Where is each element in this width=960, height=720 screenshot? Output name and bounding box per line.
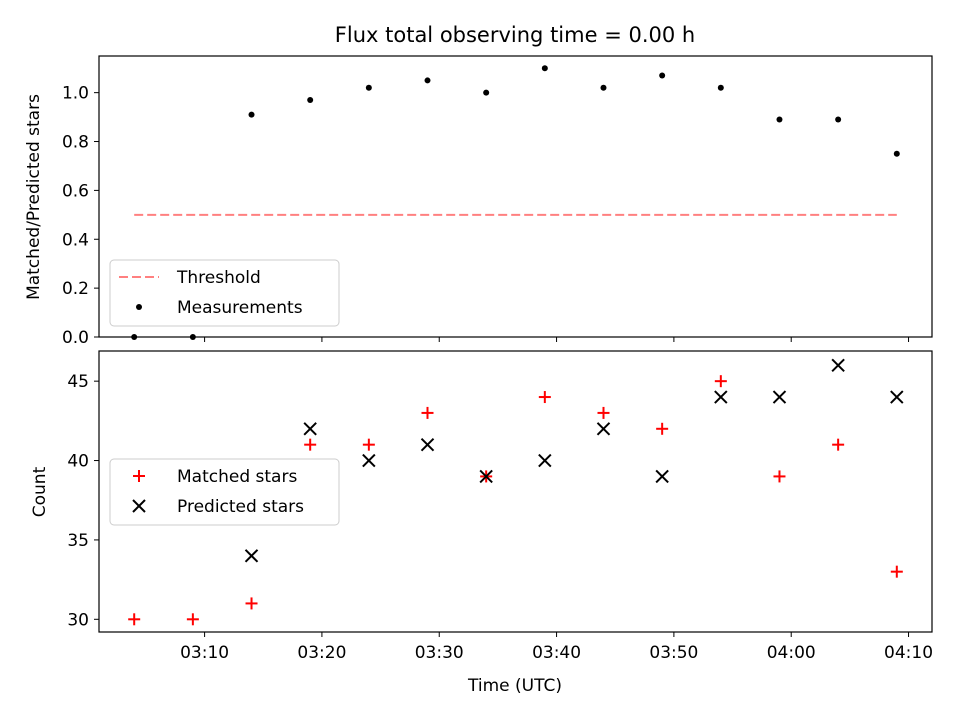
bottom-chart-y-tick-label: 35 (67, 531, 89, 551)
bottom-chart-y-tick-label: 30 (67, 610, 89, 630)
top-chart-frame (98, 55, 933, 338)
x-tick-label: 03:40 (532, 643, 581, 663)
top-chart-series-measurements (131, 65, 900, 340)
top-chart-y-tick-label: 0.4 (62, 230, 89, 250)
x-tick-label: 03:30 (415, 643, 464, 663)
legend-label: Predicted stars (177, 497, 304, 517)
matched-star-marker (128, 613, 141, 626)
bottom-chart: 03:10 03:20 03:30 03:40 03:50 04:00 04:10 30 35 4… (67, 350, 933, 663)
x-tick-label: 04:00 (767, 643, 816, 663)
measurement-point (483, 89, 490, 96)
bottom-chart-legend: Matched stars Predicted stars (109, 458, 340, 526)
predicted-star-marker-b (890, 390, 904, 404)
predicted-star-marker-b (244, 549, 259, 563)
measurement-point (600, 84, 607, 91)
predicted-star-marker-b (714, 390, 728, 404)
measurement-point (541, 65, 548, 72)
matched-star-marker (597, 406, 610, 419)
matched-star-marker (245, 597, 258, 610)
measurement-point (776, 116, 783, 123)
matched-star-marker (538, 391, 551, 404)
legend-measurement-swatch (136, 304, 142, 310)
top-chart-legend: Threshold Measurements (109, 259, 340, 327)
top-chart-title: Flux total observing time = 0.00 h (335, 23, 695, 47)
matched-star-marker (421, 406, 434, 419)
predicted-star-marker-b (772, 390, 787, 404)
matched-star-marker (362, 438, 375, 451)
predicted-star-marker-b (362, 453, 376, 468)
predicted-star-marker (538, 453, 552, 468)
predicted-star-marker (303, 422, 317, 436)
predicted-star-marker (479, 469, 493, 484)
legend-label: Matched stars (177, 467, 297, 487)
bottom-chart-series-predicted-stars (244, 358, 904, 563)
predicted-star-marker-b (479, 469, 493, 484)
matched-star-marker (714, 375, 727, 388)
predicted-star-marker-b (596, 422, 611, 436)
measurement-point (365, 84, 372, 91)
matched-star-marker (773, 470, 786, 483)
matched-star-marker (186, 613, 199, 626)
predicted-star-marker-b (303, 422, 317, 436)
measurement-point (659, 72, 666, 79)
matched-star-marker (656, 422, 669, 435)
legend-box (109, 259, 340, 327)
predicted-star-marker (772, 390, 787, 404)
legend-predicted-swatch-b (132, 499, 146, 513)
predicted-star-marker (244, 549, 259, 563)
measurement-point (248, 111, 255, 118)
predicted-star-marker (831, 358, 845, 372)
predicted-star-marker (714, 390, 728, 404)
predicted-star-marker (420, 437, 435, 452)
predicted-star-marker (890, 390, 904, 404)
top-chart-y-tick-label: 0.6 (62, 181, 89, 201)
legend-label: Threshold (176, 268, 261, 288)
predicted-star-marker (655, 469, 669, 484)
legend-box (109, 458, 340, 526)
x-tick-label: 03:20 (297, 643, 346, 663)
bottom-chart-y-tick-label: 40 (67, 452, 89, 472)
top-chart-ylabel: Matched/Predicted stars (24, 94, 44, 300)
predicted-star-marker-b (655, 469, 669, 484)
predicted-star-marker-b (420, 437, 435, 452)
top-chart-y-tick-label: 0.0 (62, 328, 89, 348)
bottom-chart-y-tick-label: 45 (67, 372, 89, 392)
matched-star-marker (832, 438, 845, 451)
predicted-star-marker-b (831, 358, 845, 372)
matched-star-marker (890, 565, 903, 578)
bottom-chart-frame (98, 350, 933, 633)
top-chart: 0.0 0.2 0.4 0.6 0.8 1.0 Threshold Measurements (62, 55, 933, 348)
measurement-point (424, 77, 431, 84)
predicted-star-marker-b (538, 453, 552, 468)
x-tick-label: 03:10 (180, 643, 229, 663)
measurement-point (307, 96, 314, 103)
measurement-point (835, 116, 842, 123)
bottom-chart-ylabel: Count (30, 466, 50, 517)
x-tick-label: 03:50 (649, 643, 698, 663)
legend-label: Measurements (177, 298, 303, 318)
bottom-chart-xlabel: Time (UTC) (467, 676, 562, 696)
measurement-point (717, 84, 724, 91)
x-tick-label: 04:10 (884, 643, 933, 663)
predicted-star-marker (362, 453, 376, 468)
top-chart-y-tick-label: 1.0 (62, 84, 89, 104)
matched-star-marker (304, 438, 317, 451)
predicted-star-marker (596, 422, 611, 436)
top-chart-y-tick-label: 0.2 (62, 279, 89, 299)
measurement-point (893, 150, 900, 157)
top-chart-y-tick-label: 0.8 (62, 133, 89, 153)
